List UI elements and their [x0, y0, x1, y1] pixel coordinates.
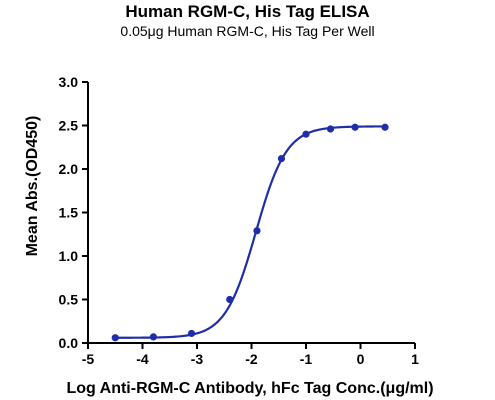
y-tick-label: 0.0 [59, 335, 79, 351]
x-tick-label: -3 [191, 351, 204, 367]
data-point [253, 227, 261, 235]
y-tick-label: 1.5 [59, 205, 79, 221]
data-point [187, 329, 196, 338]
fit-curve [115, 125, 386, 339]
data-point [149, 333, 157, 341]
x-tick-label: -2 [245, 351, 258, 367]
x-tick-label: 1 [411, 351, 419, 367]
chart-subtitle: 0.05μg Human RGM-C, His Tag Per Well [120, 23, 375, 39]
axes: 0.0 0.5 1.0 1.5 2.0 2.5 3.0 -5 -4 -3 -2 -1 0 1 [59, 74, 420, 367]
data-point [226, 295, 234, 304]
x-axis-label: Log Anti-RGM-C Antibody, hFc Tag Conc.(μ… [66, 380, 433, 397]
data-point [326, 125, 335, 133]
y-tick-label: 3.0 [59, 74, 79, 90]
x-tick-label: -5 [82, 351, 95, 367]
y-tick-label: 0.5 [59, 292, 79, 308]
y-tick-label: 2.0 [59, 161, 79, 177]
x-tick-label: -4 [136, 351, 149, 367]
data-points [111, 123, 389, 342]
data-point [302, 130, 310, 138]
data-point [351, 123, 359, 131]
y-tick-label: 1.0 [59, 248, 79, 264]
data-point [111, 334, 119, 342]
x-tick-label: 0 [357, 351, 365, 367]
y-axis-label: Mean Abs.(OD450) [24, 116, 41, 257]
x-tick-label: -1 [300, 351, 313, 367]
data-point [277, 154, 286, 163]
data-point [381, 123, 389, 131]
fit-curve-group [115, 125, 386, 339]
chart-title: Human RGM-C, His Tag ELISA [125, 2, 370, 21]
y-tick-label: 2.5 [59, 118, 79, 134]
